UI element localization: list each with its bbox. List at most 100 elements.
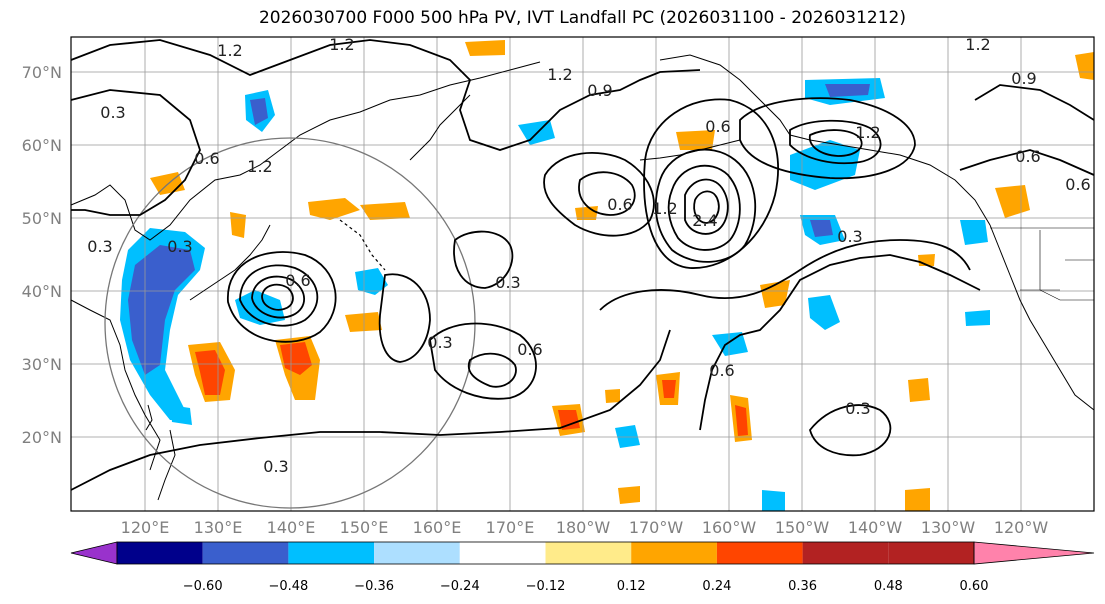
contour-dashed	[339, 219, 386, 271]
shade-orange-d	[360, 202, 410, 220]
contour-label: 0.9	[587, 81, 612, 100]
contour-trough	[599, 239, 971, 311]
shade-blue-e2	[810, 220, 833, 237]
contour-label: 0.6	[1015, 147, 1040, 166]
shade-blue-g	[712, 332, 748, 356]
shade-orange-b	[230, 212, 246, 238]
contour-label: 0.6	[607, 195, 632, 214]
contour-ak-3	[808, 129, 863, 157]
contour-label: 0.3	[263, 457, 288, 476]
contour-label: 0.3	[167, 237, 192, 256]
contour-label: 0.6	[1065, 175, 1090, 194]
lon-label: 150°E	[340, 518, 389, 537]
colorbar-extend-right-tip	[973, 541, 1095, 565]
colorbar: −0.60 −0.48 −0.36 −0.24 −0.12 0.12 0.24 …	[70, 541, 1095, 594]
contour-label: 1.2	[247, 157, 272, 176]
lat-label: 70°N	[22, 63, 62, 82]
lon-label: 120°W	[994, 518, 1049, 537]
lon-label: 140°W	[848, 518, 903, 537]
colorbar-segment	[117, 542, 203, 564]
colorbar-tick: −0.36	[354, 579, 394, 594]
shade-orange-r	[908, 378, 930, 402]
shade-blue-a	[355, 268, 388, 295]
lon-label: 170°E	[486, 518, 535, 537]
contour-label: 0.3	[495, 273, 520, 292]
contour-gulf	[543, 151, 655, 237]
shade-orange-e	[345, 312, 382, 332]
contour-label: 0.6	[285, 271, 310, 290]
lon-label: 130°E	[194, 518, 243, 537]
colorbar-tick: 0.48	[874, 579, 903, 594]
shade-blue-f	[808, 295, 840, 330]
map-title: 2026030700 F000 500 hPa PV, IVT Landfall…	[258, 8, 906, 28]
map-frame-bg	[71, 37, 1094, 511]
coast-japan	[189, 224, 271, 301]
shade-blue-k	[965, 310, 990, 326]
colorbar-segment	[374, 542, 460, 564]
contour-mid-2	[453, 230, 514, 289]
contour-circle-3	[261, 283, 294, 311]
lat-label: 50°N	[22, 209, 62, 228]
contour-label: 0.3	[427, 333, 452, 352]
contour-east-2	[959, 149, 1095, 176]
contour-se	[809, 404, 892, 457]
contour-north-1	[70, 39, 701, 151]
contour-low-3	[684, 178, 729, 235]
contour-label: 1.2	[652, 199, 677, 218]
map-frame	[70, 36, 1095, 512]
shade-orange-u	[605, 389, 620, 403]
lat-label: 20°N	[22, 428, 62, 447]
contour-label: 0.6	[194, 149, 219, 168]
contour-label: 1.2	[965, 35, 990, 54]
colorbar-tick: −0.24	[440, 579, 480, 594]
shade-orange-q	[618, 486, 640, 504]
colorbar-segment	[545, 542, 632, 564]
contour-label: 0.6	[705, 117, 730, 136]
lon-label: 160°E	[413, 518, 462, 537]
lon-label: 140°E	[267, 518, 316, 537]
contour-label: 0.3	[87, 237, 112, 256]
contour-label: 1.2	[547, 65, 572, 84]
contour-gulf2	[578, 171, 636, 216]
colorbar-segment	[716, 542, 803, 564]
contour-label: 1.2	[855, 123, 880, 142]
contour-east-1	[974, 84, 1095, 121]
shade-blue-i	[615, 425, 640, 448]
contour-label: 0.3	[100, 103, 125, 122]
shade-orange-h	[465, 40, 505, 56]
shade-darkblue-north	[250, 98, 268, 125]
lon-label: 150°W	[775, 518, 830, 537]
shade-red-l	[662, 380, 676, 398]
colorbar-extend-right	[888, 542, 974, 564]
contour-center-lobe2	[467, 352, 517, 388]
contour-label: 0.6	[709, 361, 734, 380]
longitude-labels: 120°E 130°E 140°E 150°E 160°E 170°E 180°…	[121, 518, 1049, 537]
colorbar-tick: 0.60	[960, 579, 989, 594]
colorbar-segment	[631, 542, 717, 564]
contour-label: 1.2	[329, 35, 354, 54]
colorbar-segment	[459, 542, 546, 564]
contour-labels: 1.2 1.2 1.2 1.2 1.2 0.9 0.3 0.6 0.3 0.3 …	[87, 35, 1090, 476]
colorbar-tick: −0.12	[526, 579, 566, 594]
colorbar-segment	[802, 542, 889, 564]
colorbar-tick: −0.48	[268, 579, 308, 594]
contour-south-1	[70, 329, 671, 491]
colorbar-segment	[288, 542, 375, 564]
coast-asia	[70, 61, 541, 241]
shade-red-f	[195, 350, 225, 395]
contour-label: 0.9	[1011, 69, 1036, 88]
shade-orange-k	[760, 280, 790, 308]
lon-label: 170°W	[629, 518, 684, 537]
shade-orange-p	[905, 488, 930, 511]
contour-ak-2	[789, 119, 882, 165]
shade-red-m	[735, 405, 748, 436]
colorbar-tick: −0.60	[183, 579, 223, 594]
contour-label: 2.4	[692, 211, 717, 230]
shade-orange-c	[308, 198, 360, 220]
colorbar-extend-left	[70, 541, 118, 565]
contour-low-1	[654, 148, 757, 263]
lat-label: 30°N	[22, 355, 62, 374]
lat-label: 40°N	[22, 282, 62, 301]
contour-circle-4	[227, 251, 337, 343]
